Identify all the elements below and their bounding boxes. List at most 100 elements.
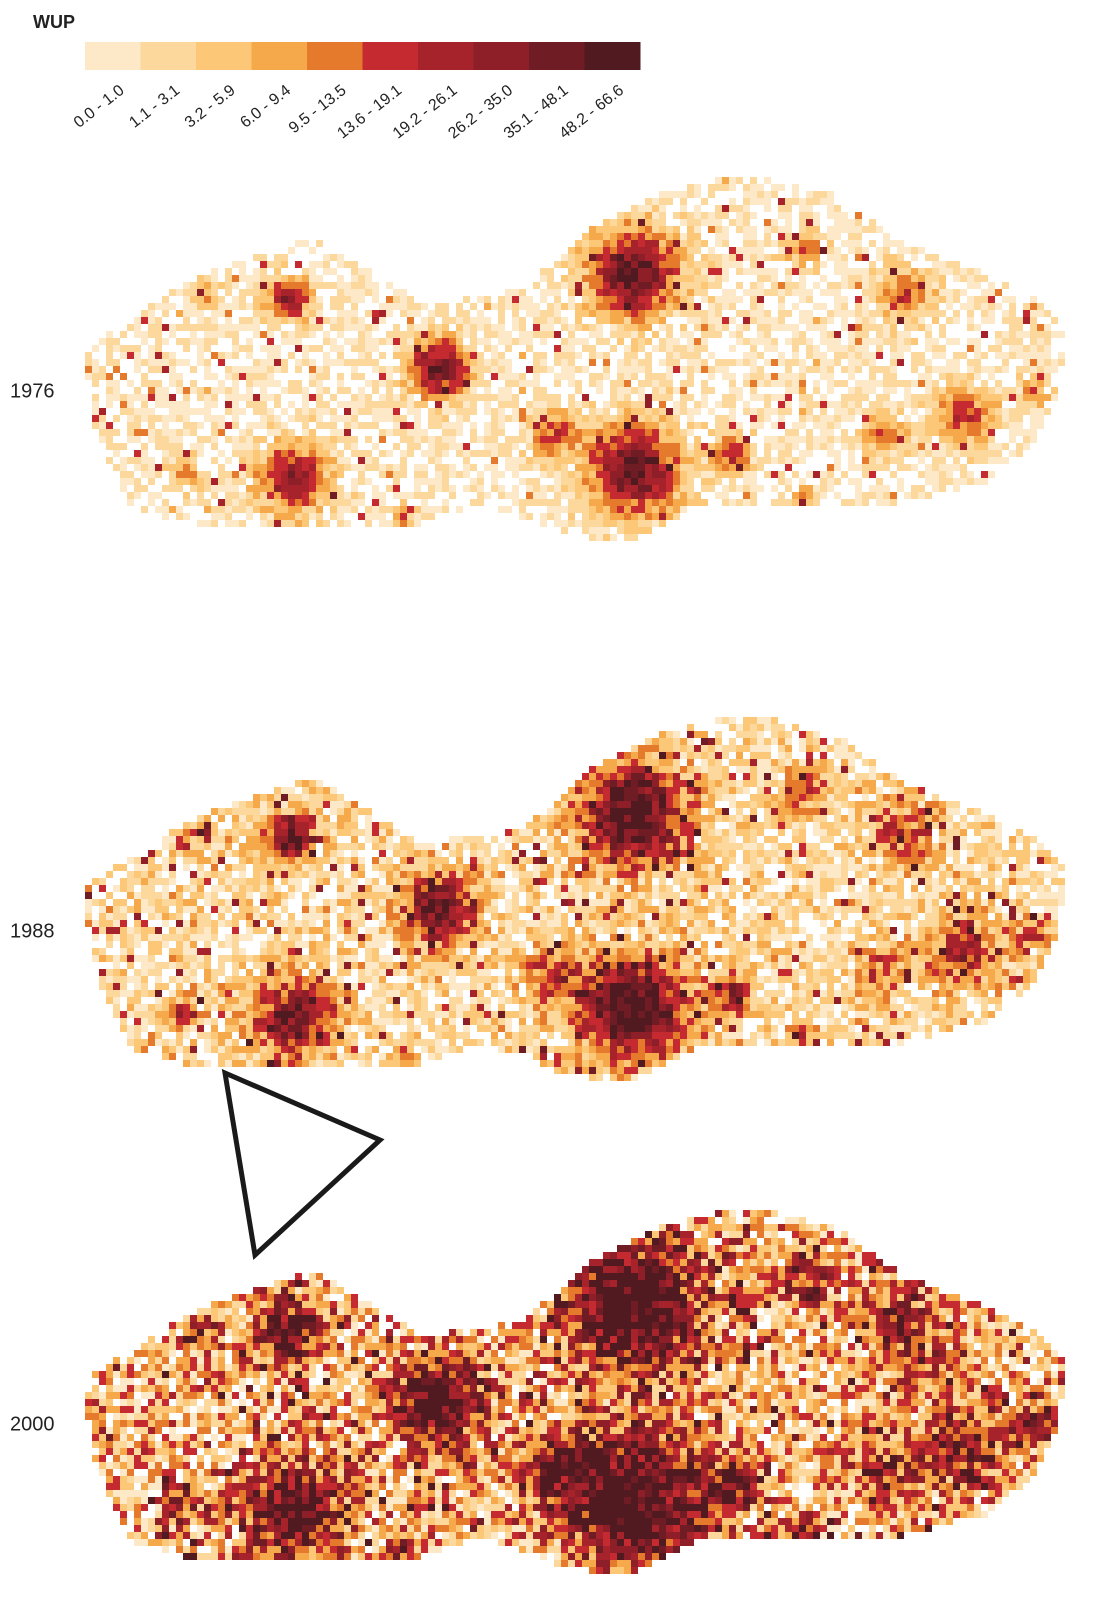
map-cell (806, 240, 813, 247)
map-cell (778, 759, 785, 766)
map-cell (162, 443, 169, 450)
map-cell (638, 513, 645, 520)
map-cell (631, 401, 638, 408)
map-cell (610, 471, 617, 478)
map-cell (169, 373, 176, 380)
map-cell (463, 345, 470, 352)
map-cell (932, 422, 939, 429)
map-cell (883, 380, 890, 387)
map-cell (932, 282, 939, 289)
map-cell (337, 352, 344, 359)
map-cell (827, 766, 834, 773)
map-cell (834, 219, 841, 226)
map-cell (582, 794, 589, 801)
map-cell (757, 191, 764, 198)
map-cell (1037, 324, 1044, 331)
map-cell (1023, 843, 1030, 850)
map-cell (925, 829, 932, 836)
map-cell (722, 794, 729, 801)
map-cell (624, 366, 631, 373)
map-cell (470, 485, 477, 492)
map-cell (694, 471, 701, 478)
map-cell (540, 520, 547, 527)
map-cell (337, 457, 344, 464)
map-cell (533, 408, 540, 415)
map-cell (337, 464, 344, 471)
map-cell (932, 450, 939, 457)
map-cell (253, 324, 260, 331)
map-cell (155, 394, 162, 401)
map-cell (680, 745, 687, 752)
map-cell (337, 275, 344, 282)
map-cell (743, 205, 750, 212)
map-cell (232, 380, 239, 387)
map-cell (267, 275, 274, 282)
map-cell (890, 499, 897, 506)
map-cell (736, 443, 743, 450)
map-cell (848, 352, 855, 359)
map-cell (1037, 338, 1044, 345)
map-cell (617, 261, 624, 268)
map-cell (589, 373, 596, 380)
map-cell (897, 850, 904, 857)
map-cell (848, 843, 855, 850)
map-cell (400, 380, 407, 387)
map-cell (330, 506, 337, 513)
map-cell (897, 310, 904, 317)
map-cell (498, 352, 505, 359)
map-cell (652, 506, 659, 513)
map-cell (918, 794, 925, 801)
map-cell (267, 464, 274, 471)
map-cell (876, 429, 883, 436)
map-cell (491, 359, 498, 366)
map-cell (1002, 408, 1009, 415)
map-cell (813, 738, 820, 745)
map-cell (722, 177, 729, 184)
map-cell (113, 450, 120, 457)
map-cell (876, 829, 883, 836)
map-cell (393, 843, 400, 850)
map-cell (785, 429, 792, 436)
map-cell (414, 436, 421, 443)
map-cell (946, 471, 953, 478)
map-cell (673, 752, 680, 759)
map-cell (1023, 331, 1030, 338)
map-cell (827, 380, 834, 387)
map-cell (330, 822, 337, 829)
map-cell (141, 380, 148, 387)
map-cell (820, 408, 827, 415)
map-cell (589, 324, 596, 331)
map-cell (617, 247, 624, 254)
map-cell (827, 366, 834, 373)
map-cell (414, 506, 421, 513)
map-cell (351, 415, 358, 422)
map-cell (295, 822, 302, 829)
map-cell (750, 282, 757, 289)
map-cell (260, 464, 267, 471)
map-cell (946, 478, 953, 485)
map-cell (722, 429, 729, 436)
map-cell (666, 731, 673, 738)
map-cell (995, 394, 1002, 401)
map-cell (939, 373, 946, 380)
map-cell (330, 457, 337, 464)
map-cell (876, 366, 883, 373)
map-cell (666, 296, 673, 303)
map-cell (582, 394, 589, 401)
map-cell (841, 752, 848, 759)
map-cell (477, 296, 484, 303)
map-cell (764, 752, 771, 759)
map-cell (813, 324, 820, 331)
map-cell (302, 815, 309, 822)
map-cell (890, 401, 897, 408)
map-cell (575, 422, 582, 429)
map-cell (211, 310, 218, 317)
map-cell (645, 366, 652, 373)
map-cell (750, 773, 757, 780)
map-cell (974, 850, 981, 857)
map-cell (470, 303, 477, 310)
map-cell (309, 499, 316, 506)
map-cell (554, 506, 561, 513)
map-cell (337, 254, 344, 261)
map-cell (589, 422, 596, 429)
